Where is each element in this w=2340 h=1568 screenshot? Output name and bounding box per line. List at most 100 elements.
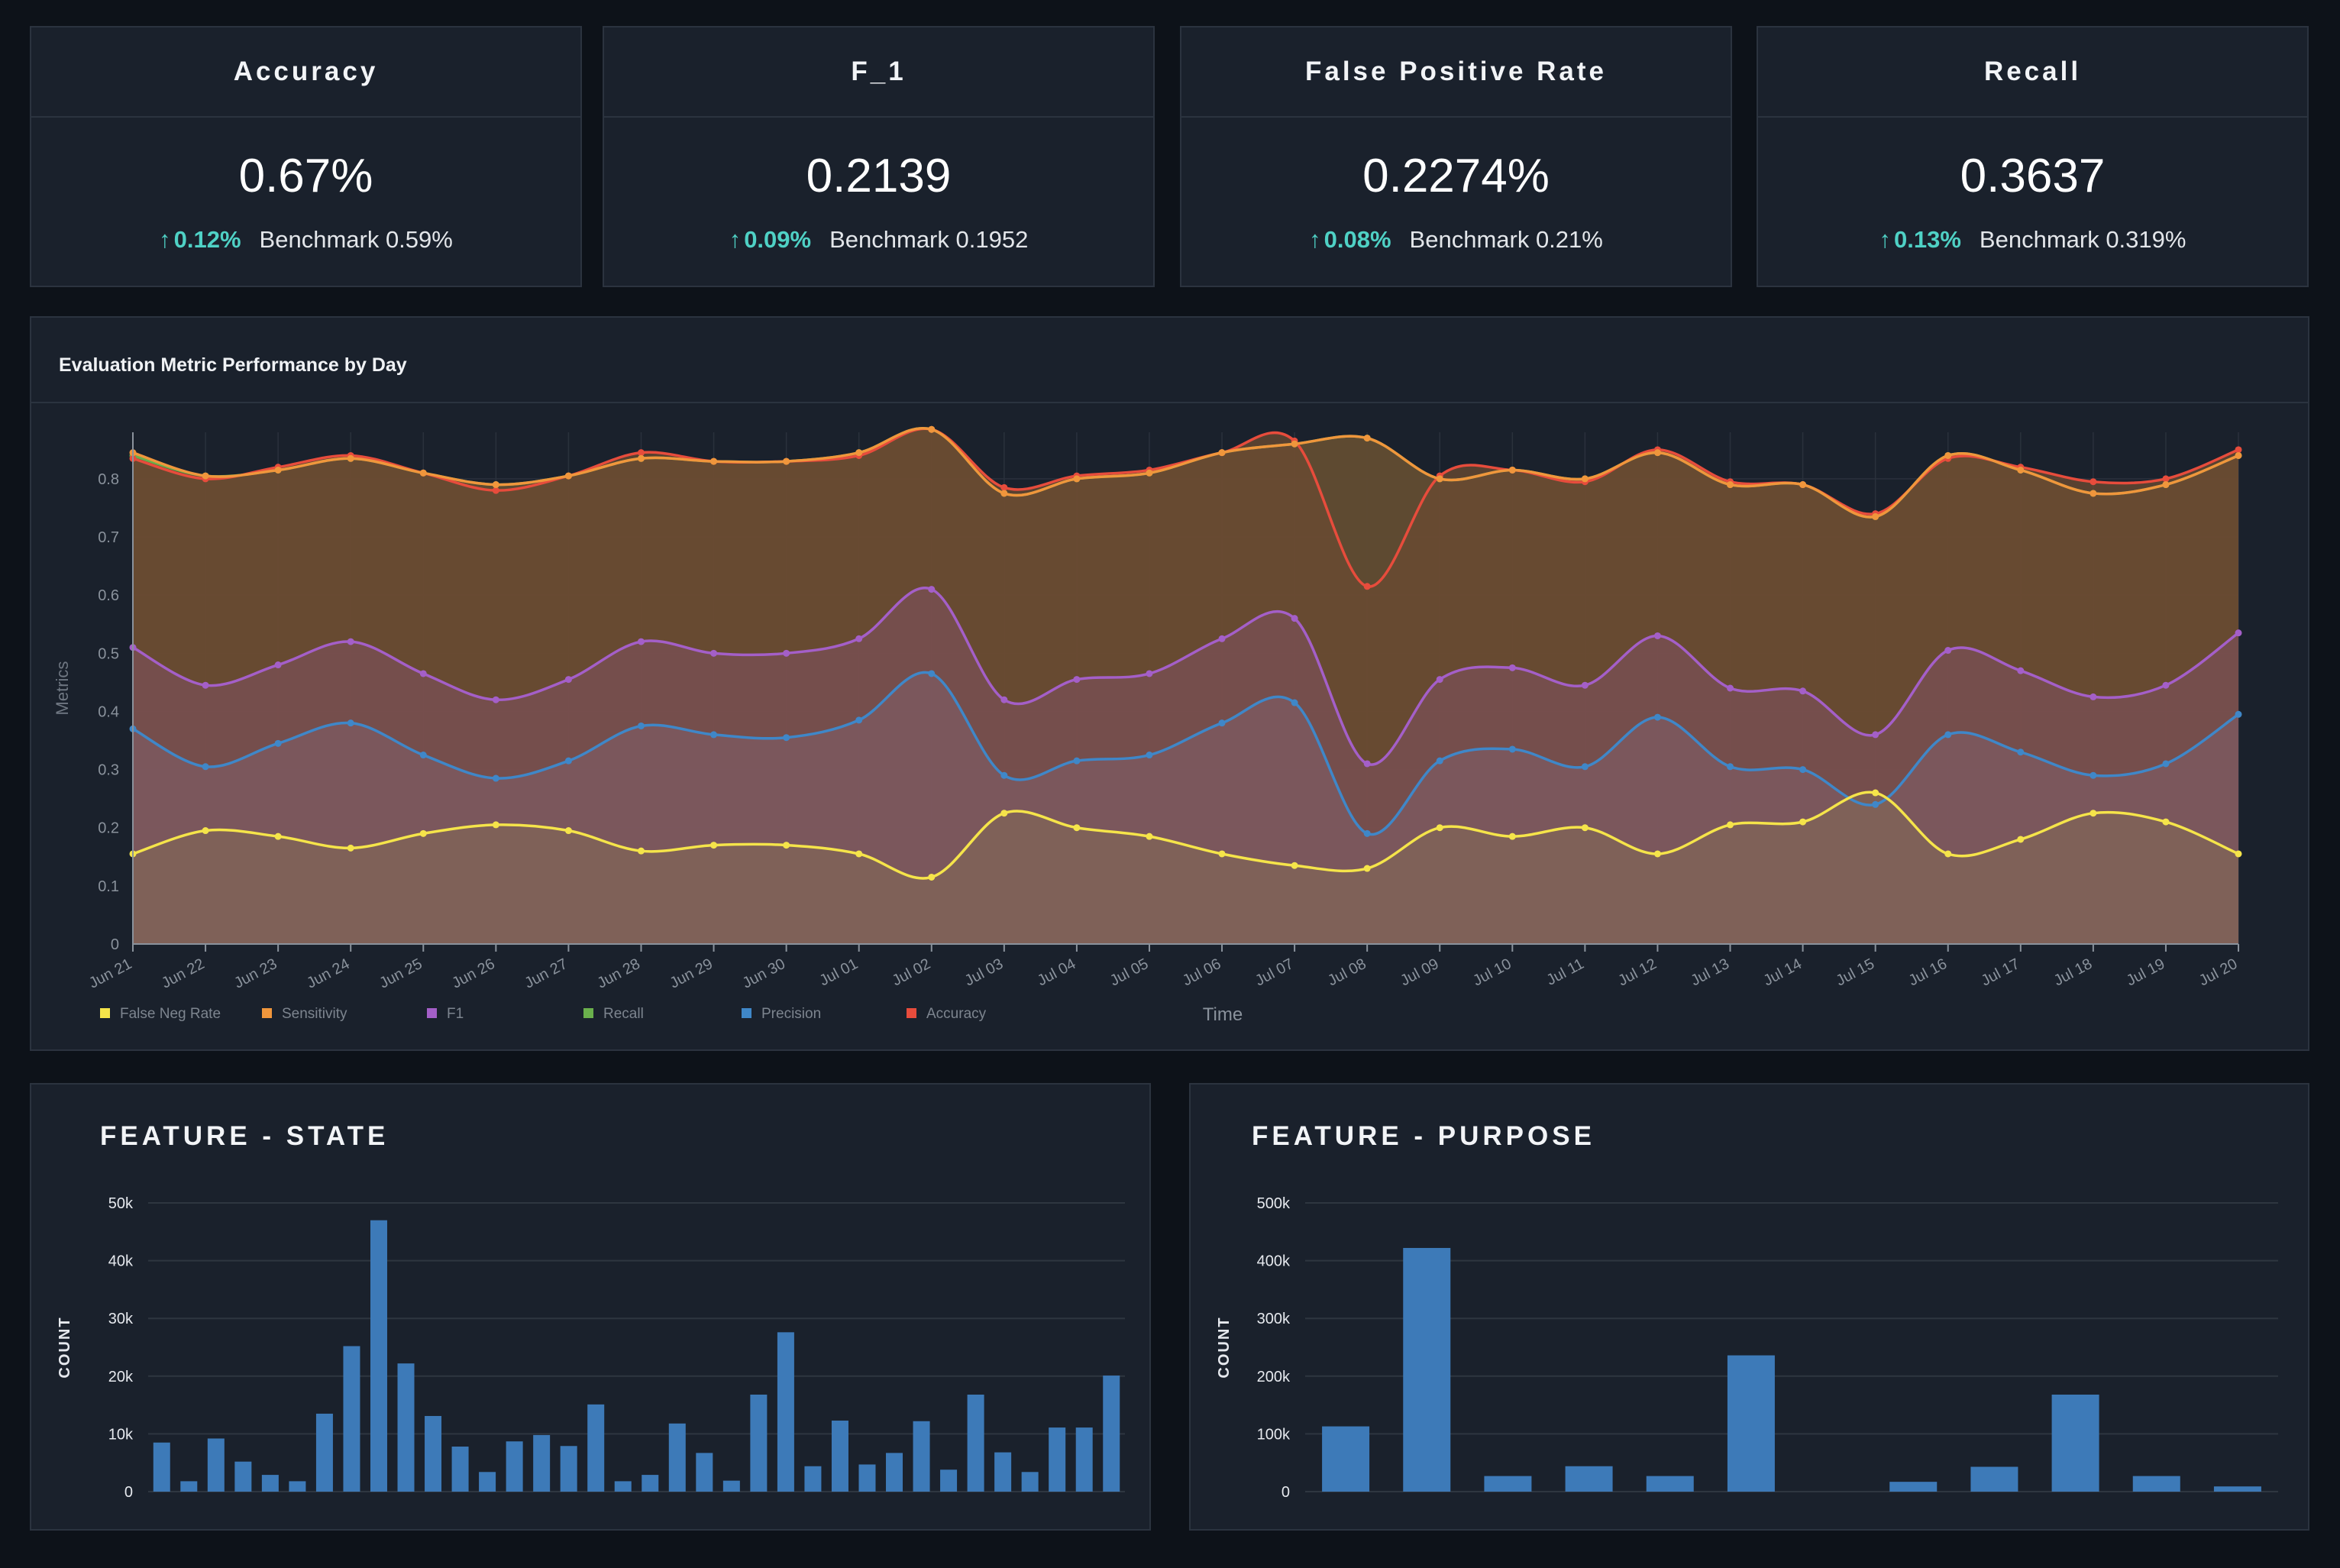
point-precision <box>637 722 645 729</box>
point-precision <box>1872 800 1879 808</box>
x-tick-label: Jul 14 <box>1760 955 1804 989</box>
x-tick-label: Jun 25 <box>377 955 425 992</box>
point-false-neg-rate <box>1872 789 1879 797</box>
point-precision <box>783 734 790 742</box>
x-tick-label: Jun 30 <box>740 955 788 992</box>
point-f1 <box>783 649 790 657</box>
y-tick-label: 0.1 <box>98 878 119 895</box>
bar <box>2132 1476 2180 1492</box>
y-axis-title: Metrics <box>53 661 72 716</box>
y-tick-label: 40k <box>108 1253 134 1270</box>
y-tick-label: 0.6 <box>98 587 119 604</box>
point-f1 <box>1000 696 1008 703</box>
x-tick-label: Jul 20 <box>2196 955 2240 989</box>
y-tick-label: 400k <box>1257 1253 1291 1270</box>
feature-state-panel: FEATURE - STATE 0 10k 20k 30k 40k 50k COUNT <box>30 1083 1151 1531</box>
point-false-neg-rate <box>928 873 936 881</box>
point-f1 <box>274 661 282 669</box>
bar <box>614 1481 632 1492</box>
bar <box>750 1394 768 1492</box>
kpi-benchmark: Benchmark 0.21% <box>1409 226 1603 253</box>
bar <box>370 1220 387 1492</box>
point-f1 <box>1146 670 1153 677</box>
point-precision <box>564 757 572 765</box>
x-tick-label: Jul 16 <box>1906 955 1950 989</box>
kpi-benchmark: Benchmark 0.1952 <box>829 226 1029 253</box>
bar <box>153 1442 170 1492</box>
x-tick-label: Jun 24 <box>304 955 352 992</box>
bar <box>913 1421 930 1492</box>
point-sensitivity <box>419 469 427 477</box>
point-accuracy <box>1000 483 1008 491</box>
point-accuracy <box>492 487 499 494</box>
legend-label-recall: Recall <box>603 1006 644 1022</box>
kpi-delta: ↑ 0.13% <box>1879 226 1961 254</box>
bar <box>886 1453 903 1492</box>
point-sensitivity <box>492 481 499 489</box>
bar <box>2213 1486 2261 1492</box>
bar <box>1322 1426 1370 1492</box>
point-sensitivity <box>1436 475 1443 483</box>
kpi-benchmark: Benchmark 0.59% <box>259 226 453 253</box>
legend-swatch-recall <box>583 1008 593 1018</box>
point-false-neg-rate <box>1799 818 1807 826</box>
point-precision <box>492 774 499 782</box>
legend-label-precision: Precision <box>761 1006 821 1022</box>
feature-state-title: FEATURE - STATE <box>100 1121 389 1151</box>
point-f1 <box>710 649 718 657</box>
point-precision <box>2162 760 2170 768</box>
kpi-value: 0.2139 <box>806 150 952 202</box>
bar <box>343 1346 360 1492</box>
kpi-value: 0.67% <box>238 150 373 202</box>
y-tick-label: 0.2 <box>98 820 119 837</box>
kpi-subline: ↑ 0.13% Benchmark 0.319% <box>1758 226 2307 254</box>
x-tick-label: Jul 09 <box>1398 955 1441 989</box>
feature-purpose-bar-chart: 0 100k 200k 300k 400k 500k COUNT <box>1216 1195 2278 1501</box>
bar <box>397 1363 415 1492</box>
kpi-subline: ↑ 0.08% Benchmark 0.21% <box>1181 226 1731 254</box>
point-false-neg-rate <box>783 842 790 849</box>
bar <box>1565 1466 1613 1492</box>
point-precision <box>202 763 209 771</box>
point-precision <box>1436 757 1443 765</box>
x-tick-label: Jul 17 <box>1979 955 2022 989</box>
point-false-neg-rate <box>492 821 499 829</box>
point-false-neg-rate <box>1073 824 1081 832</box>
bar <box>777 1332 794 1492</box>
point-false-neg-rate <box>1581 824 1589 832</box>
point-sensitivity <box>1799 481 1807 489</box>
point-accuracy <box>2090 478 2097 486</box>
point-false-neg-rate <box>1146 832 1153 840</box>
bar <box>1484 1476 1532 1492</box>
point-precision <box>1000 771 1008 779</box>
bar <box>696 1453 713 1492</box>
point-f1 <box>202 681 209 689</box>
kpi-title: Recall <box>1758 27 2307 118</box>
point-false-neg-rate <box>564 827 572 835</box>
point-false-neg-rate <box>202 827 209 835</box>
bar <box>1403 1247 1451 1492</box>
metric-performance-panel: Evaluation Metric Performance by Day 0 0.… <box>30 316 2309 1051</box>
x-tick-label: Jul 02 <box>890 955 933 989</box>
point-f1 <box>564 676 572 684</box>
point-false-neg-rate <box>637 847 645 855</box>
kpi-title: F_1 <box>604 27 1153 118</box>
point-false-neg-rate <box>274 832 282 840</box>
point-accuracy <box>637 449 645 457</box>
x-tick-label: Jul 03 <box>962 955 1006 989</box>
point-accuracy <box>2162 475 2170 483</box>
point-sensitivity <box>1291 440 1298 448</box>
point-false-neg-rate <box>1944 850 1952 858</box>
kpi-card-false-positive-rate: False Positive Rate 0.2274% ↑ 0.08% Bench… <box>1180 26 1732 287</box>
point-precision <box>928 670 936 677</box>
kpi-title: Accuracy <box>31 27 580 118</box>
point-sensitivity <box>1146 469 1153 477</box>
x-tick-label: Jul 04 <box>1035 955 1078 989</box>
point-f1 <box>347 638 354 645</box>
point-f1 <box>2090 693 2097 700</box>
chart-title: Evaluation Metric Performance by Day <box>59 354 407 376</box>
point-precision <box>1073 757 1081 765</box>
bar <box>831 1421 848 1492</box>
x-tick-label: Jun 26 <box>449 955 497 992</box>
area-false-neg-rate <box>133 792 2238 944</box>
